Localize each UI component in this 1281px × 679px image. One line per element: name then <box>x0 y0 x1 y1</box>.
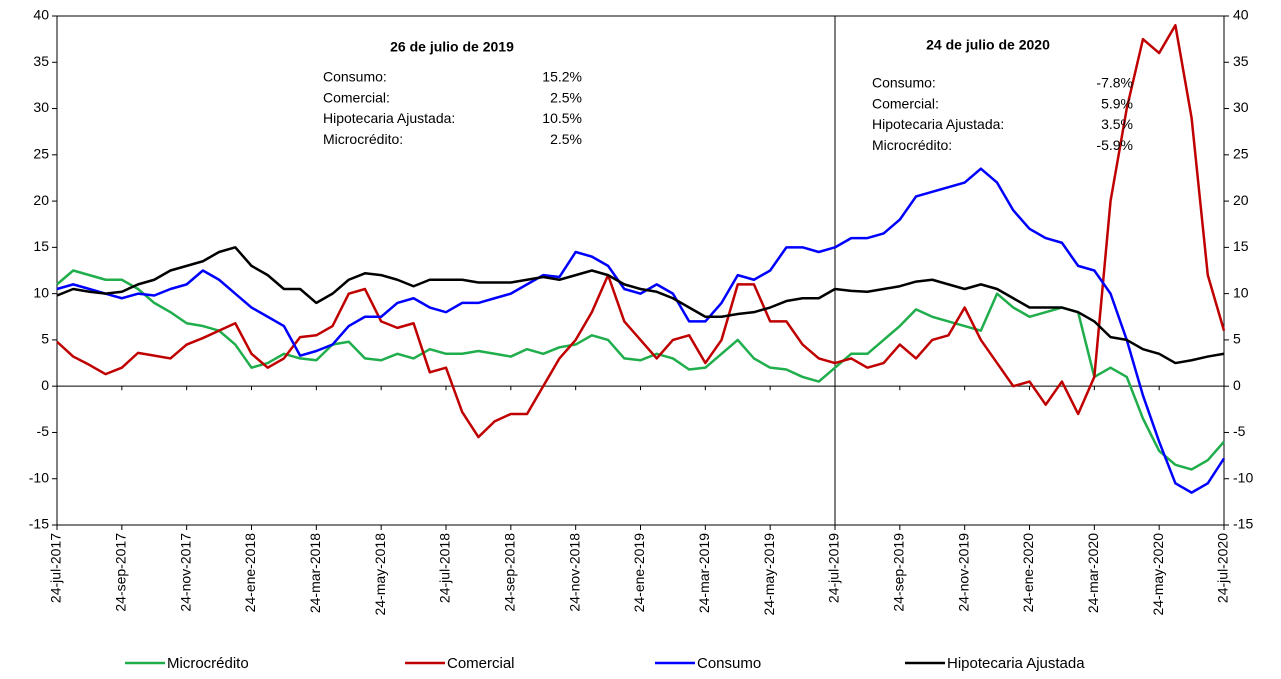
y-tick-label: 40 <box>33 7 49 23</box>
x-tick-label: 24-may-2020 <box>1150 533 1166 616</box>
x-tick-label: 24-ene-2019 <box>631 533 647 613</box>
annotation-value: 3.5% <box>1101 116 1133 132</box>
annotation-label: Comercial: <box>323 89 390 105</box>
y-tick-label: -5 <box>37 423 50 439</box>
y-tick-label: 10 <box>33 284 49 300</box>
annotation-title: 26 de julio de 2019 <box>390 39 514 55</box>
y2-tick-label: 5 <box>1233 331 1241 347</box>
y2-tick-label: 20 <box>1233 192 1249 208</box>
annotation-label: Microcrédito: <box>872 137 952 153</box>
annotation-value: 2.5% <box>550 89 582 105</box>
y2-tick-label: -5 <box>1233 423 1246 439</box>
x-tick-label: 24-mar-2018 <box>307 533 323 613</box>
annotation-label: Hipotecaria Ajustada: <box>872 116 1004 132</box>
x-tick-label: 24-may-2019 <box>761 533 777 616</box>
x-tick-label: 24-sep-2017 <box>113 533 129 612</box>
x-tick-label: 24-nov-2019 <box>955 533 971 612</box>
legend-label: Consumo <box>697 655 761 672</box>
y-tick-label: 20 <box>33 192 49 208</box>
annotation-value: 5.9% <box>1101 95 1133 111</box>
y2-tick-label: 0 <box>1233 377 1241 393</box>
legend-label: Microcrédito <box>167 655 249 672</box>
series-line <box>56 269 1225 471</box>
y-tick-label: 0 <box>41 377 49 393</box>
y-tick-label: -15 <box>29 516 49 532</box>
plot-frame <box>56 15 1225 526</box>
y2-tick-label: 30 <box>1233 99 1249 115</box>
legend-label: Comercial <box>447 655 515 672</box>
series-line <box>56 167 1226 494</box>
x-tick-label: 24-sep-2018 <box>502 533 518 612</box>
annotation-value: -5.9% <box>1096 137 1133 153</box>
x-tick-label: 24-may-2018 <box>372 533 388 616</box>
annotation-value: 15.2% <box>542 69 582 85</box>
y2-tick-label: -15 <box>1233 516 1253 532</box>
y2-tick-label: 15 <box>1233 238 1249 254</box>
x-tick-label: 24-mar-2020 <box>1085 533 1101 613</box>
annotation-value: 10.5% <box>542 110 582 126</box>
x-tick-label: 24-jul-2019 <box>826 533 842 603</box>
x-tick-label: 24-ene-2020 <box>1020 533 1036 613</box>
y2-tick-label: 25 <box>1233 146 1249 162</box>
x-tick-label: 24-nov-2017 <box>177 533 193 612</box>
x-tick-label: 24-sep-2019 <box>891 533 907 612</box>
y2-tick-label: 10 <box>1233 284 1249 300</box>
y2-tick-label: 40 <box>1233 7 1249 23</box>
annotation-value: -7.8% <box>1096 75 1133 91</box>
x-tick-label: 24-ene-2018 <box>242 533 258 613</box>
annotation-label: Consumo: <box>872 75 936 91</box>
y-tick-label: 30 <box>33 99 49 115</box>
annotation-label: Hipotecaria Ajustada: <box>323 110 455 126</box>
x-tick-label: 24-nov-2018 <box>566 533 582 612</box>
y2-tick-label: 35 <box>1233 53 1249 69</box>
series-line <box>56 246 1225 365</box>
annotation-value: 2.5% <box>550 131 582 147</box>
y-tick-label: 15 <box>33 238 49 254</box>
annotation-label: Consumo: <box>323 69 387 85</box>
annotation-label: Comercial: <box>872 95 939 111</box>
y-tick-label: 35 <box>33 53 49 69</box>
legend-label: Hipotecaria Ajustada <box>947 655 1085 672</box>
x-tick-label: 24-mar-2019 <box>696 533 712 613</box>
annotation-title: 24 de julio de 2020 <box>926 37 1050 53</box>
y-tick-label: 25 <box>33 146 49 162</box>
y-tick-label: 5 <box>41 331 49 347</box>
y-tick-label: -10 <box>29 469 49 485</box>
x-tick-label: 24-jul-2017 <box>48 533 64 603</box>
annotation-label: Microcrédito: <box>323 131 403 147</box>
x-tick-label: 24-jul-2020 <box>1215 533 1231 603</box>
x-tick-label: 24-jul-2018 <box>437 533 453 603</box>
series-line <box>56 24 1226 439</box>
y2-tick-label: -10 <box>1233 469 1253 485</box>
